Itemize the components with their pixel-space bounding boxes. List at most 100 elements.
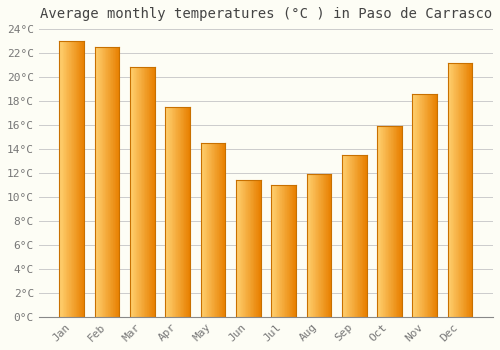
Bar xyxy=(167,107,168,317)
Bar xyxy=(103,47,104,317)
Bar xyxy=(394,126,395,317)
Bar xyxy=(255,180,256,317)
Bar xyxy=(188,107,189,317)
Bar xyxy=(149,68,150,317)
Bar xyxy=(328,174,329,317)
Bar xyxy=(318,174,319,317)
Bar xyxy=(400,126,401,317)
Bar xyxy=(258,180,259,317)
Bar xyxy=(200,143,202,317)
Bar xyxy=(118,47,119,317)
Bar xyxy=(470,63,471,317)
Bar xyxy=(413,94,414,317)
Bar xyxy=(378,126,379,317)
Bar xyxy=(105,47,106,317)
Bar xyxy=(75,41,76,317)
Bar xyxy=(449,63,450,317)
Bar xyxy=(80,41,81,317)
Bar xyxy=(393,126,394,317)
Bar xyxy=(280,185,281,317)
Bar xyxy=(465,63,466,317)
Bar xyxy=(306,174,307,317)
Bar xyxy=(466,63,467,317)
Bar xyxy=(326,174,327,317)
Bar xyxy=(213,143,214,317)
Bar xyxy=(211,143,212,317)
Bar xyxy=(242,180,244,317)
Bar xyxy=(135,68,136,317)
Bar xyxy=(133,68,134,317)
Bar xyxy=(430,94,431,317)
Bar xyxy=(343,155,344,317)
Bar xyxy=(119,47,120,317)
Bar xyxy=(181,107,182,317)
Bar xyxy=(277,185,278,317)
Bar xyxy=(363,155,364,317)
Bar xyxy=(79,41,80,317)
Bar xyxy=(397,126,398,317)
Bar xyxy=(222,143,223,317)
Bar xyxy=(358,155,359,317)
Bar xyxy=(175,107,176,317)
Bar xyxy=(212,143,213,317)
Bar xyxy=(179,107,180,317)
Bar xyxy=(210,143,211,317)
Bar xyxy=(382,126,384,317)
Bar xyxy=(73,41,74,317)
Bar xyxy=(176,107,177,317)
Bar xyxy=(254,180,255,317)
Bar xyxy=(244,180,245,317)
Bar xyxy=(416,94,418,317)
Bar xyxy=(144,68,145,317)
Bar xyxy=(186,107,187,317)
Bar xyxy=(311,174,312,317)
Bar xyxy=(240,180,241,317)
Bar xyxy=(455,63,456,317)
Bar xyxy=(274,185,275,317)
Bar xyxy=(249,180,250,317)
Bar xyxy=(150,68,151,317)
Bar xyxy=(377,126,378,317)
Bar xyxy=(108,47,109,317)
Bar xyxy=(236,180,237,317)
Bar xyxy=(208,143,210,317)
Bar xyxy=(451,63,452,317)
Bar xyxy=(275,185,276,317)
Bar xyxy=(214,143,215,317)
Bar xyxy=(81,41,82,317)
Bar xyxy=(308,174,309,317)
Bar xyxy=(152,68,153,317)
Bar xyxy=(109,47,110,317)
Bar xyxy=(322,174,323,317)
Bar xyxy=(137,68,138,317)
Bar xyxy=(364,155,366,317)
Bar xyxy=(272,185,273,317)
Bar xyxy=(218,143,219,317)
Bar xyxy=(388,126,389,317)
Bar xyxy=(463,63,464,317)
Bar xyxy=(359,155,360,317)
Bar xyxy=(319,174,320,317)
Bar xyxy=(76,41,78,317)
Bar xyxy=(151,68,152,317)
Bar xyxy=(170,107,171,317)
Bar xyxy=(460,63,462,317)
Bar xyxy=(471,63,472,317)
Bar xyxy=(247,180,248,317)
Bar xyxy=(70,41,71,317)
Bar xyxy=(65,41,66,317)
Bar xyxy=(132,68,133,317)
Bar xyxy=(448,63,449,317)
Bar xyxy=(320,174,322,317)
Bar xyxy=(202,143,203,317)
Bar xyxy=(206,143,207,317)
Bar xyxy=(71,41,72,317)
Bar xyxy=(276,185,277,317)
Bar xyxy=(290,185,291,317)
Bar xyxy=(456,63,457,317)
Title: Average monthly temperatures (°C ) in Paso de Carrasco: Average monthly temperatures (°C ) in Pa… xyxy=(40,7,492,21)
Bar xyxy=(116,47,117,317)
Bar xyxy=(63,41,64,317)
Bar xyxy=(134,68,135,317)
Bar xyxy=(178,107,179,317)
